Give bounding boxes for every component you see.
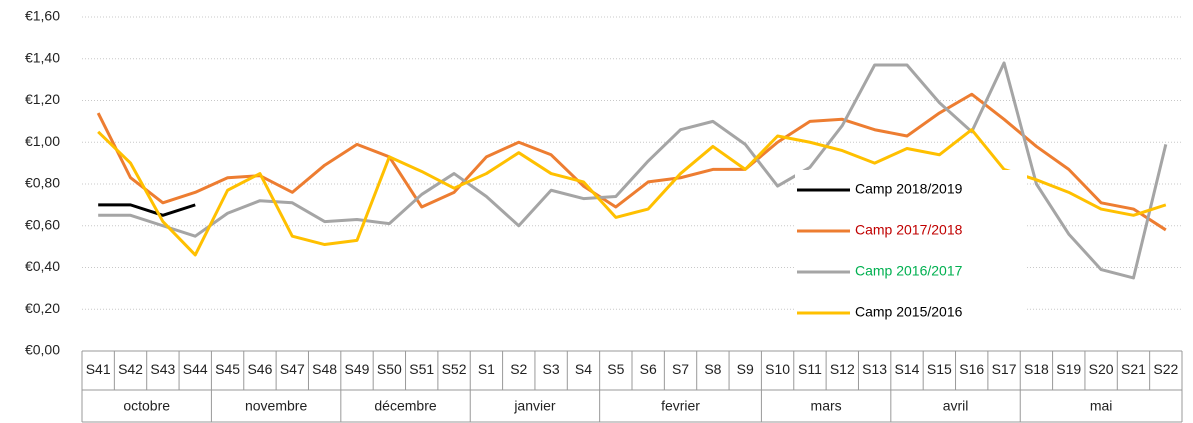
x-tick-label: S9 (737, 361, 754, 377)
x-tick-label: S7 (672, 361, 689, 377)
legend-label: Camp 2018/2019 (855, 181, 963, 197)
legend-box (795, 170, 1027, 332)
x-tick-label: S50 (377, 361, 402, 377)
x-tick-label: S16 (959, 361, 984, 377)
y-tick-label: €1,40 (25, 49, 60, 65)
x-tick-label: S2 (510, 361, 527, 377)
x-tick-label: S6 (640, 361, 657, 377)
group-label: décembre (374, 398, 436, 414)
y-tick-label: €0,80 (25, 175, 60, 191)
series-line (96, 92, 1167, 232)
x-tick-label: S20 (1089, 361, 1114, 377)
x-tick-label: S17 (992, 361, 1017, 377)
x-tick-label: S21 (1121, 361, 1146, 377)
group-label: avril (943, 398, 969, 414)
legend-label: Camp 2015/2016 (855, 304, 963, 320)
x-tick-label: S45 (215, 361, 240, 377)
x-tick-label: S15 (927, 361, 952, 377)
x-tick-label: S11 (798, 361, 822, 377)
x-tick-label: S4 (575, 361, 592, 377)
group-label: fevrier (661, 398, 700, 414)
y-tick-label: €0,20 (25, 300, 60, 316)
x-tick-label: S1 (478, 361, 495, 377)
x-tick-label: S19 (1056, 361, 1081, 377)
x-tick-label: S12 (830, 361, 855, 377)
x-tick-label: S43 (150, 361, 175, 377)
group-label: novembre (245, 398, 307, 414)
y-tick-label: €1,20 (25, 91, 60, 107)
x-tick-label: S46 (247, 361, 272, 377)
x-tick-label: S18 (1024, 361, 1049, 377)
x-tick-label: S3 (543, 361, 560, 377)
series-line (98, 203, 196, 217)
group-label: octobre (123, 398, 170, 414)
legend-label: Camp 2017/2018 (855, 222, 963, 238)
group-label: mai (1090, 398, 1113, 414)
y-tick-label: €0,40 (25, 258, 60, 274)
x-tick-label: S22 (1153, 361, 1178, 377)
group-label: mars (811, 398, 842, 414)
x-tick-label: S5 (607, 361, 624, 377)
x-tick-label: S13 (862, 361, 887, 377)
group-label: janvier (513, 398, 556, 414)
x-tick-label: S8 (704, 361, 721, 377)
x-tick-label: S42 (118, 361, 143, 377)
x-tick-label: S10 (765, 361, 790, 377)
x-tick-label: S47 (280, 361, 305, 377)
y-tick-label: €1,60 (25, 8, 60, 24)
legend-label: Camp 2016/2017 (855, 263, 963, 279)
y-tick-label: €1,00 (25, 133, 60, 149)
x-tick-label: S51 (409, 361, 434, 377)
x-tick-label: S44 (183, 361, 208, 377)
x-tick-label: S49 (345, 361, 370, 377)
y-tick-label: €0,00 (25, 342, 60, 358)
series-line (97, 128, 1167, 257)
x-tick-label: S14 (895, 361, 920, 377)
y-tick-label: €0,60 (25, 216, 60, 232)
x-tick-label: S41 (86, 361, 111, 377)
x-tick-label: S52 (442, 361, 467, 377)
x-tick-label: S48 (312, 361, 337, 377)
